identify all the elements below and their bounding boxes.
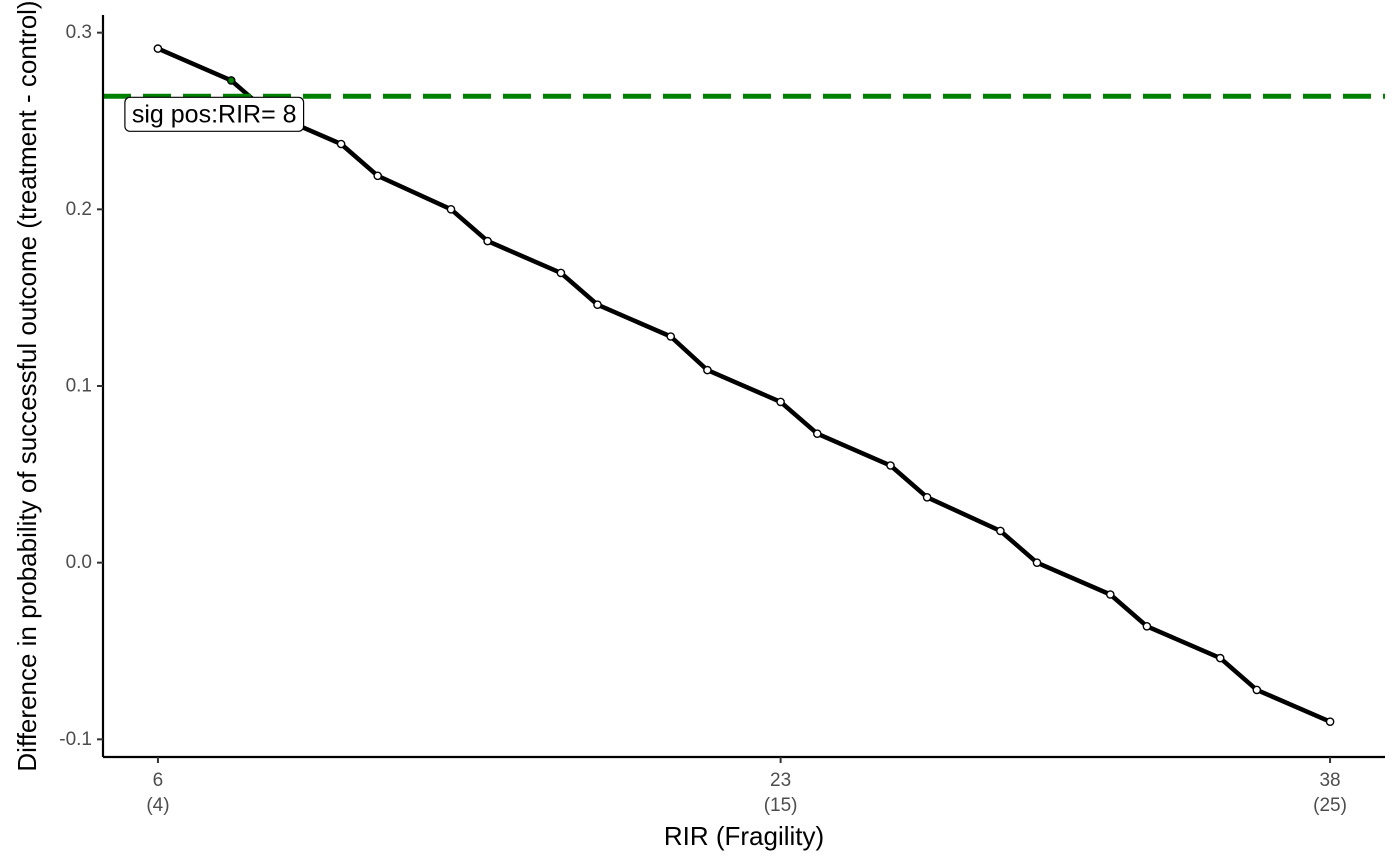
y-tick-label: 0.1 bbox=[66, 376, 92, 397]
annotation-label: sig pos:RIR= 8 bbox=[124, 96, 305, 132]
data-point bbox=[1032, 558, 1042, 568]
x-tick-label: 38 bbox=[1319, 770, 1340, 791]
data-point bbox=[886, 461, 895, 470]
x-tick-label: 6 bbox=[153, 770, 164, 791]
series-layer bbox=[155, 46, 1333, 724]
y-tick-label: -0.1 bbox=[59, 729, 92, 750]
data-point bbox=[922, 492, 932, 502]
axes-layer: -0.1 0.0 0.1 0.2 0.3 6 (4) 23 (15) 38 (25) bbox=[59, 15, 1385, 816]
data-point bbox=[556, 268, 566, 278]
x-tick-sublabel: (4) bbox=[146, 795, 169, 816]
x-tick-sublabel: (25) bbox=[1313, 795, 1347, 816]
data-point bbox=[776, 397, 785, 407]
series-line bbox=[155, 46, 1333, 724]
y-tick-label: 0.2 bbox=[66, 199, 92, 220]
annotation-box bbox=[124, 96, 305, 132]
data-point bbox=[153, 44, 163, 53]
y-tick-label: 0.3 bbox=[66, 22, 92, 43]
y-axis-title: Difference in probability of successful … bbox=[12, 0, 42, 771]
data-point bbox=[703, 365, 712, 375]
x-tick-sublabel: (15) bbox=[764, 795, 798, 816]
data-point bbox=[336, 139, 346, 149]
data-point bbox=[1106, 590, 1115, 599]
points-layer bbox=[153, 44, 1335, 727]
data-point bbox=[666, 332, 676, 341]
data-point bbox=[1252, 685, 1262, 695]
data-point bbox=[1142, 622, 1152, 631]
data-point bbox=[813, 429, 822, 439]
annotation-text: sig pos:RIR= 8 bbox=[132, 100, 297, 128]
data-point bbox=[1325, 717, 1335, 727]
x-tick-label: 23 bbox=[770, 770, 791, 791]
y-tick-label: 0.0 bbox=[66, 552, 92, 573]
data-point bbox=[593, 300, 602, 310]
x-axis-title: RIR (Fragility) bbox=[664, 821, 824, 851]
data-point bbox=[446, 204, 456, 214]
data-point bbox=[996, 526, 1005, 536]
annotation-layer: sig pos:RIR= 8 bbox=[124, 96, 305, 132]
highlighted-data-point bbox=[226, 76, 236, 85]
data-point bbox=[373, 171, 383, 181]
data-point bbox=[483, 236, 492, 246]
data-point bbox=[1215, 653, 1225, 663]
